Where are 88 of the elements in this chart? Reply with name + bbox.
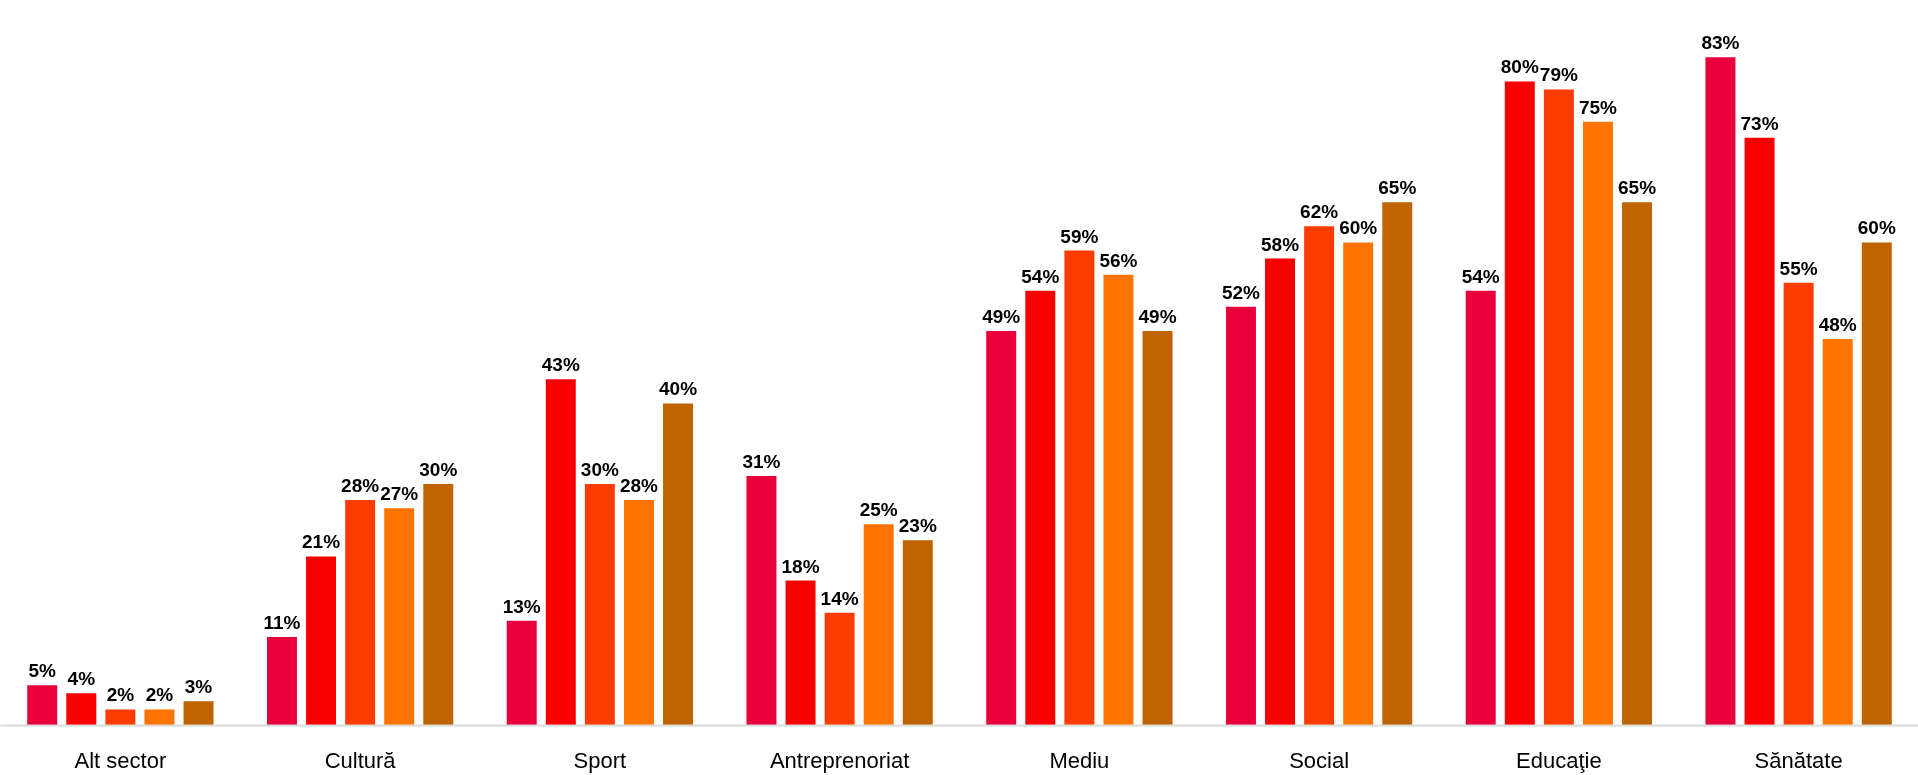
bar bbox=[1025, 290, 1056, 726]
bar bbox=[663, 403, 694, 726]
bar bbox=[1622, 202, 1653, 726]
bar bbox=[584, 483, 615, 726]
data-label: 56% bbox=[1099, 249, 1138, 271]
data-label: 27% bbox=[380, 483, 419, 505]
bar bbox=[1504, 81, 1535, 726]
data-label: 5% bbox=[28, 660, 57, 682]
data-label: 75% bbox=[1578, 96, 1618, 118]
bar bbox=[1783, 282, 1814, 726]
bar bbox=[1822, 339, 1853, 726]
data-label: 54% bbox=[1021, 265, 1060, 287]
bar bbox=[746, 475, 777, 726]
bar bbox=[545, 379, 576, 726]
bar bbox=[423, 483, 454, 726]
data-label: 30% bbox=[580, 458, 619, 480]
x-tick-label: Alt sector bbox=[74, 747, 167, 773]
data-label: 80% bbox=[1500, 56, 1539, 78]
bar bbox=[785, 580, 816, 726]
bar bbox=[1225, 306, 1256, 726]
bar bbox=[1543, 89, 1574, 726]
x-tick-label: Sport bbox=[573, 747, 627, 773]
data-label: 31% bbox=[742, 450, 781, 472]
data-label: 59% bbox=[1060, 225, 1099, 247]
bar bbox=[1465, 290, 1496, 726]
bar bbox=[1343, 242, 1374, 726]
x-tick-label: Sănătate bbox=[1754, 747, 1843, 773]
bar bbox=[1861, 242, 1892, 726]
bar bbox=[144, 709, 175, 726]
bar bbox=[1265, 258, 1296, 726]
bar bbox=[1744, 137, 1775, 726]
bar bbox=[506, 620, 537, 726]
bar bbox=[384, 508, 415, 726]
data-label: 52% bbox=[1221, 281, 1261, 303]
data-label: 55% bbox=[1779, 257, 1818, 279]
bar bbox=[986, 331, 1017, 726]
data-label: 49% bbox=[982, 306, 1021, 328]
bar bbox=[1705, 57, 1736, 726]
x-tick-label: Educaţie bbox=[1516, 747, 1602, 773]
x-tick-label: Antreprenoriat bbox=[769, 747, 910, 773]
data-label: 40% bbox=[659, 378, 698, 400]
data-label: 83% bbox=[1701, 32, 1740, 54]
bar bbox=[266, 636, 297, 726]
data-label: 28% bbox=[341, 475, 380, 497]
data-label: 62% bbox=[1300, 201, 1339, 223]
bar bbox=[824, 612, 855, 726]
data-label: 43% bbox=[541, 354, 580, 376]
data-label: 23% bbox=[898, 515, 937, 537]
data-label: 65% bbox=[1618, 177, 1657, 199]
bar bbox=[306, 556, 337, 726]
data-label: 65% bbox=[1378, 177, 1417, 199]
x-tick-label: Cultură bbox=[324, 747, 397, 773]
bar bbox=[1064, 250, 1095, 726]
bar bbox=[345, 500, 376, 726]
data-label: 13% bbox=[502, 595, 541, 617]
bar bbox=[1103, 274, 1134, 726]
bar bbox=[27, 685, 58, 726]
data-label: 21% bbox=[302, 531, 341, 553]
data-label: 79% bbox=[1539, 64, 1578, 86]
data-label: 28% bbox=[619, 475, 659, 497]
bar bbox=[105, 709, 136, 726]
bar bbox=[623, 500, 654, 726]
bar bbox=[183, 701, 214, 726]
bar bbox=[66, 693, 97, 726]
data-label: 25% bbox=[859, 499, 898, 521]
bar bbox=[1142, 331, 1173, 726]
bar bbox=[1382, 202, 1413, 726]
data-label: 58% bbox=[1261, 233, 1300, 255]
data-label: 60% bbox=[1857, 217, 1896, 239]
data-label: 73% bbox=[1740, 112, 1779, 134]
bar bbox=[863, 524, 894, 726]
data-label: 54% bbox=[1461, 265, 1500, 287]
x-tick-label: Social bbox=[1289, 747, 1350, 773]
bar bbox=[1582, 121, 1613, 726]
bar bbox=[1304, 226, 1335, 726]
x-tick-label: Mediu bbox=[1049, 747, 1110, 773]
data-label: 30% bbox=[419, 458, 458, 480]
data-label: 3% bbox=[184, 676, 213, 698]
data-label: 49% bbox=[1138, 306, 1177, 328]
data-label: 48% bbox=[1818, 314, 1857, 336]
data-label: 60% bbox=[1339, 217, 1378, 239]
data-label: 4% bbox=[67, 668, 96, 690]
data-label: 11% bbox=[263, 611, 301, 633]
data-label: 2% bbox=[145, 684, 174, 706]
data-label: 18% bbox=[781, 555, 820, 577]
bar bbox=[902, 540, 933, 726]
data-label: 2% bbox=[106, 684, 135, 706]
data-label: 14% bbox=[820, 587, 859, 609]
